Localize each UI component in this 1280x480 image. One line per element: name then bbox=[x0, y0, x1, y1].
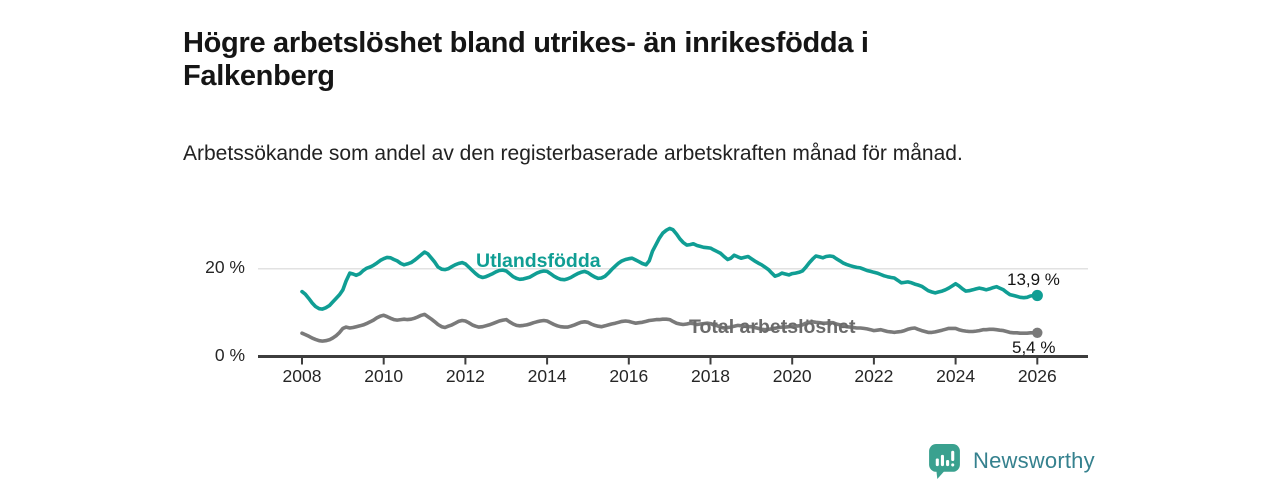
newsworthy-bubble-chart-icon bbox=[929, 444, 960, 479]
x-tick-label-2008: 2008 bbox=[282, 366, 322, 386]
x-tick-label-2010: 2010 bbox=[364, 366, 404, 386]
page-title: Högre arbetslöshet bland utrikes- än inr… bbox=[183, 27, 869, 93]
x-tick-label-2024: 2024 bbox=[936, 366, 976, 386]
series-end-dot-0 bbox=[1031, 289, 1043, 302]
x-tick-label-2016: 2016 bbox=[609, 366, 649, 386]
x-tick-label-2022: 2022 bbox=[854, 366, 894, 386]
newsworthy-logo[interactable]: Newsworthy bbox=[926, 442, 1095, 479]
series-label-utlandsfodda: Utlandsfödda bbox=[476, 250, 601, 272]
series-line-1 bbox=[300, 312, 1040, 343]
y-tick-label-20: 20 % bbox=[205, 256, 245, 277]
page-subtitle: Arbetssökande som andel av den registerb… bbox=[183, 142, 963, 165]
x-tick-label-2018: 2018 bbox=[691, 366, 730, 386]
series-line-0 bbox=[300, 226, 1040, 311]
newsworthy-logo-text: Newsworthy bbox=[973, 447, 1095, 473]
end-value-label-utlandsfodda: 13,9 % bbox=[1007, 270, 1060, 289]
x-tick-label-2026: 2026 bbox=[1017, 366, 1057, 386]
y-tick-label-0: 0 % bbox=[214, 344, 245, 365]
x-tick-label-2012: 2012 bbox=[445, 366, 485, 386]
x-tick-label-2014: 2014 bbox=[527, 366, 567, 386]
series-label-total-arbetsloshet: Total arbetslöshet bbox=[689, 316, 856, 338]
end-value-label-total: 5,4 % bbox=[1012, 338, 1056, 357]
series-end-dot-1 bbox=[1032, 327, 1043, 338]
x-tick-label-2020: 2020 bbox=[772, 366, 812, 386]
